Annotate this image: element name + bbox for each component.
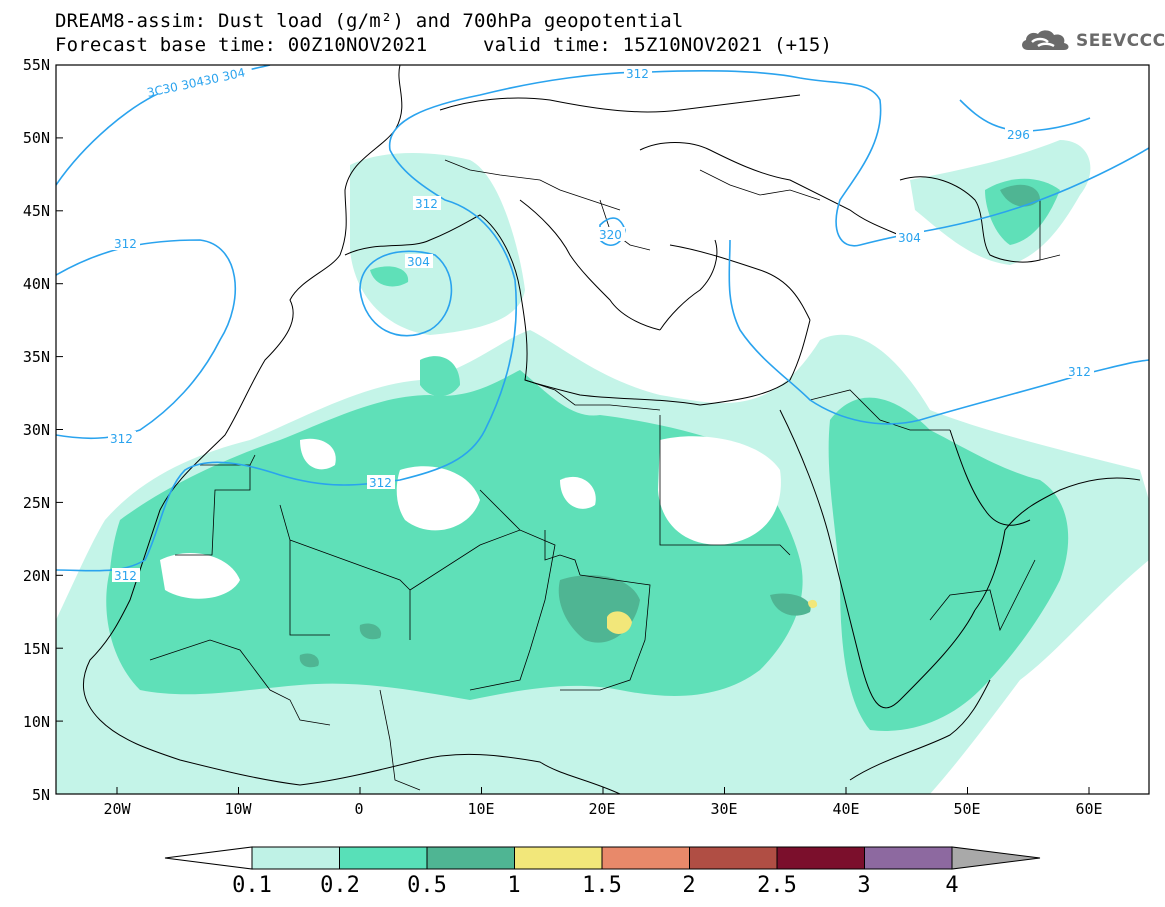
lat-label: 35N: [23, 348, 50, 366]
lon-label: 0: [354, 800, 363, 818]
colorbar-swatch: [864, 846, 953, 870]
lat-label: 20N: [23, 567, 50, 585]
dust-layer-1: [607, 599, 818, 634]
lat-label: 30N: [23, 421, 50, 439]
lat-label: 40N: [23, 275, 50, 293]
colorbar-tick: 4: [945, 873, 958, 898]
lon-label: 10W: [224, 800, 252, 818]
colorbar: 0.1 0.2 0.5 1 1.5 2 2.5 3 4: [164, 846, 1041, 898]
logo-text: SEEVCCC: [1076, 31, 1165, 51]
coastlines: [82, 65, 1141, 794]
contour-label: 312: [626, 67, 649, 81]
country-borders: [149, 159, 1061, 791]
seevccc-logo: SEEVCCC: [1018, 28, 1165, 54]
colorbar-tick: 2: [682, 873, 695, 898]
contour-label: 312: [415, 197, 438, 211]
colorbar-tick: 2.5: [757, 873, 797, 898]
lon-label: 10E: [467, 800, 494, 818]
lon-label: 20E: [588, 800, 615, 818]
colorbar-swatch: [339, 846, 428, 870]
lat-label: 55N: [23, 56, 50, 74]
forecast-base-time: Forecast base time: 00Z10NOV2021 valid ti…: [55, 34, 832, 56]
contour-label: 296: [1007, 128, 1030, 142]
colorbar-swatch: [689, 846, 778, 870]
base-time-text: Forecast base time: 00Z10NOV2021: [55, 34, 428, 56]
lon-label: 20W: [103, 800, 131, 818]
colorbar-tick: 0.5: [407, 873, 447, 898]
dust-free-areas: [160, 436, 781, 599]
lon-label: 30E: [710, 800, 737, 818]
colorbar-tick: 1.5: [582, 873, 622, 898]
colorbar-min-arrow: [164, 846, 253, 870]
lon-label: 40E: [832, 800, 859, 818]
lon-label: 50E: [953, 800, 980, 818]
contour-label: 312: [369, 476, 392, 490]
lat-label: 25N: [23, 494, 50, 512]
chart-title: DREAM8-assim: Dust load (g/m²) and 700hP…: [55, 10, 684, 32]
contour-label: 312: [110, 432, 133, 446]
colorbar-swatch: [251, 846, 340, 870]
colorbar-tick: 3: [857, 873, 870, 898]
colorbar-tick: 0.1: [232, 873, 272, 898]
lat-label: 10N: [23, 713, 50, 731]
colorbar-swatch: [776, 846, 865, 870]
colorbar-swatch: [514, 846, 603, 870]
colorbar-ticks: 0.1 0.2 0.5 1 1.5 2 2.5 3 4: [232, 873, 959, 898]
lat-label: 5N: [32, 786, 50, 804]
contour-label: 320: [599, 228, 622, 242]
lon-label: 60E: [1075, 800, 1102, 818]
contour-label: 304: [898, 231, 921, 245]
latitude-axis: 55N 50N 45N 40N 35N 30N 25N 20N 15N 10N …: [23, 56, 63, 804]
colorbar-tick: 0.2: [320, 873, 360, 898]
longitude-axis: 20W 10W 0 10E 20E 30E 40E 50E 60E: [103, 787, 1103, 818]
colorbar-max-arrow: [951, 846, 1041, 870]
lat-label: 45N: [23, 202, 50, 220]
contour-label: 312: [114, 569, 137, 583]
valid-time-text: valid time: 15Z10NOV2021 (+15): [483, 34, 833, 56]
map-panel: 3C30 30430 304 312 312 312 312 312 312 3…: [23, 56, 1150, 818]
lat-label: 50N: [23, 129, 50, 147]
contour-label: 304: [407, 255, 430, 269]
cloud-icon: [1022, 30, 1069, 50]
contour-label: 312: [1068, 365, 1091, 379]
lat-label: 15N: [23, 640, 50, 658]
colorbar-tick: 1: [507, 873, 520, 898]
colorbar-swatch: [426, 846, 515, 870]
contour-label: 312: [114, 237, 137, 251]
colorbar-swatch: [601, 846, 690, 870]
